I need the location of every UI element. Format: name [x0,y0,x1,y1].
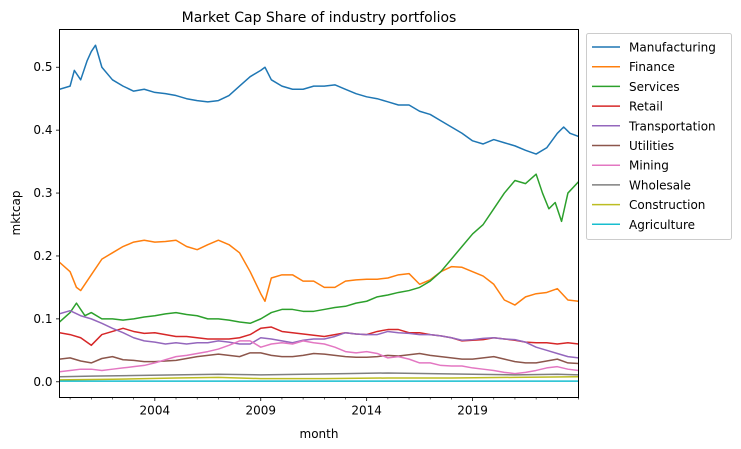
legend-label: Manufacturing [629,41,716,55]
y-tick-label: 0.0 [33,375,52,389]
legend-label: Finance [629,60,675,74]
legend-item-construction: Construction [592,198,705,212]
legend-label: Agriculture [629,218,695,232]
legend-frame [586,33,732,240]
y-tick-label: 0.3 [33,186,52,200]
series-line-construction [59,375,579,381]
legend-item-wholesale: Wholesale [592,178,691,192]
legend-label: Construction [629,198,705,212]
legend-label: Utilities [629,139,674,153]
x-axis: 2004 2009 2014 2019 [69,397,579,418]
y-tick-label: 0.2 [33,249,52,263]
legend-item-utilities: Utilities [592,139,674,153]
x-tick-label: 2009 [245,404,276,418]
legend: Manufacturing Finance Services Retail Transp… [586,33,732,240]
series-line-utilities [59,352,579,365]
legend-label: Transportation [628,119,716,133]
x-tick-label: 2004 [140,404,171,418]
legend-item-mining: Mining [592,159,669,173]
legend-label: Wholesale [629,178,691,192]
series-line-manufacturing [59,44,579,155]
chart-title: Market Cap Share of industry portfolios [182,10,457,26]
x-tick-label: 2014 [351,404,382,418]
plot-frame [59,29,579,398]
legend-label: Mining [629,159,669,173]
x-tick-label: 2019 [457,404,488,418]
y-tick-label: 0.1 [33,312,52,326]
series-line-wholesale [59,372,579,378]
legend-item-finance: Finance [592,60,675,74]
legend-label: Services [629,80,680,94]
series-line-finance [59,239,579,306]
legend-item-manufacturing: Manufacturing [592,41,716,55]
legend-item-transportation: Transportation [592,119,716,133]
series-line-mining [59,340,579,375]
plot-lines [59,44,579,382]
legend-item-retail: Retail [592,100,663,114]
legend-item-services: Services [592,80,680,94]
y-axis-label: mktcap [9,191,23,236]
legend-label: Retail [629,100,663,114]
x-axis-label: month [300,427,339,441]
series-line-retail [59,326,579,347]
y-axis: 0.0 0.1 0.2 0.3 0.4 0.5 [33,60,60,389]
y-tick-label: 0.4 [33,123,52,137]
series-line-services [59,173,579,325]
legend-item-agriculture: Agriculture [592,218,695,232]
y-tick-label: 0.5 [33,60,52,74]
series-line-transportation [59,309,579,359]
